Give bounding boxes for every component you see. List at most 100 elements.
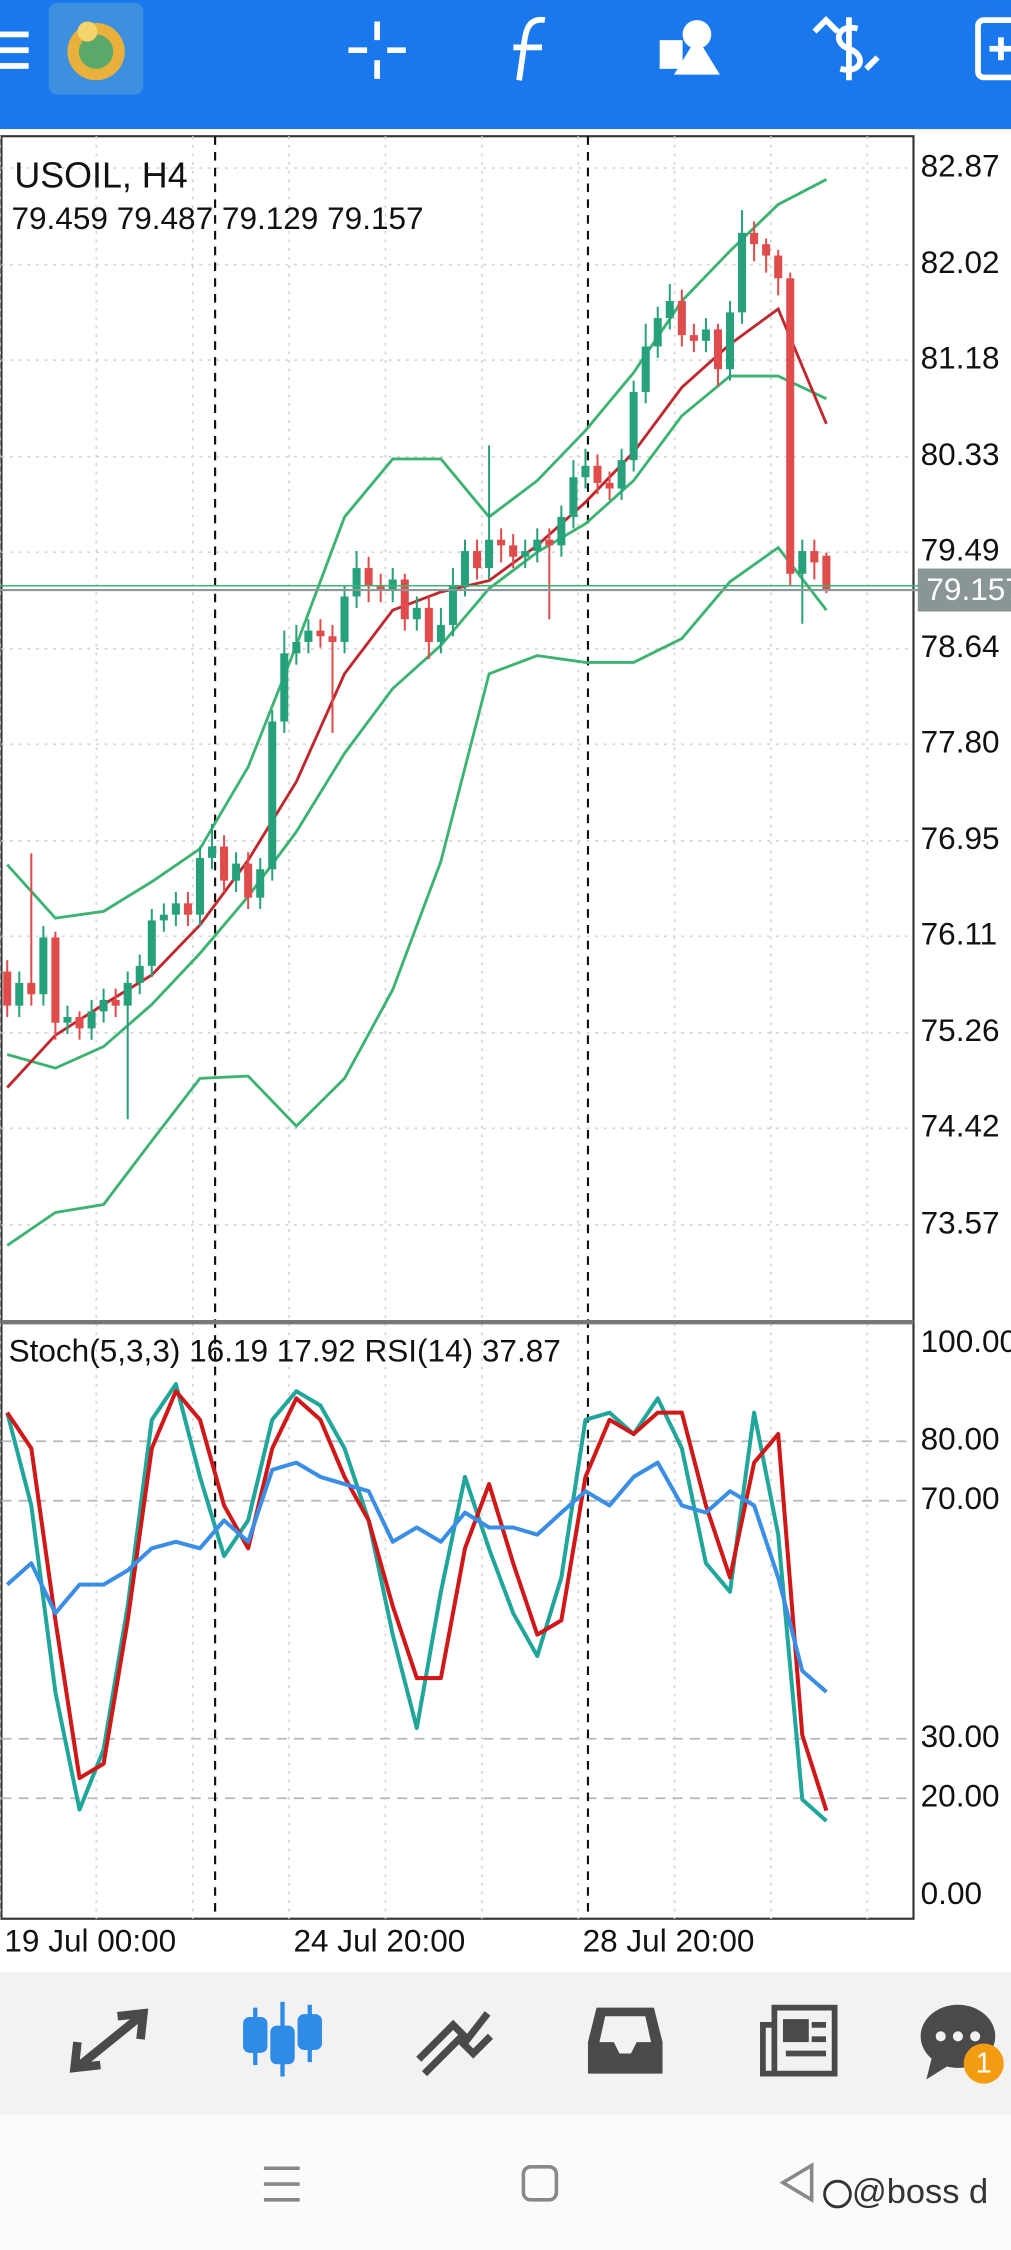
overlay-line: [6, 178, 828, 920]
y-tick-label: 100.00: [921, 1323, 1011, 1359]
grid-layer: [0, 136, 914, 1919]
candle-body: [473, 551, 482, 569]
candle-body: [569, 477, 578, 517]
ohlc-close: 79.157: [327, 200, 423, 236]
history-tab[interactable]: [587, 2007, 663, 2074]
indicator-line: [5, 1389, 829, 1812]
candle-body: [593, 465, 602, 483]
candle-body: [822, 555, 831, 591]
candle-body: [183, 903, 192, 915]
candle-body: [786, 278, 795, 574]
icon-body: [297, 2014, 322, 2050]
overlay-layer: 79.157: [0, 568, 1011, 612]
menu-bar: [0, 47, 29, 54]
watermark: @boss d: [823, 2173, 988, 2211]
candle-body: [268, 721, 277, 870]
top-toolbar: [0, 0, 1011, 130]
icon-dot: [935, 2031, 946, 2042]
current-price-box: [917, 568, 1011, 612]
y-tick-label: 75.26: [921, 1012, 1000, 1048]
candle-body: [726, 312, 735, 370]
news-tab[interactable]: [760, 2004, 838, 2077]
y-tick-label: 80.00: [921, 1421, 1000, 1457]
indicator-layer: [5, 178, 829, 1823]
stoch-name: Stoch(5,3,3): [9, 1333, 181, 1369]
quotes-tab[interactable]: [69, 2008, 149, 2073]
candle-body: [750, 232, 759, 245]
y-tick-label: 77.80: [921, 724, 1000, 760]
candle-body: [653, 318, 662, 347]
chat-tab[interactable]: 1: [920, 2004, 1004, 2084]
icon-dot: [952, 2031, 963, 2042]
rsi-value: 37.87: [482, 1333, 561, 1369]
app-logo[interactable]: [48, 2, 144, 95]
indicator-line: [5, 1382, 828, 1823]
candle-body: [171, 903, 180, 915]
current-price-label: 79.157: [926, 571, 1011, 607]
trade-button[interactable]: [812, 16, 880, 81]
icon-arrows: [812, 16, 880, 71]
menu-bar: [0, 31, 29, 38]
y-tick-label: 30.00: [921, 1718, 1000, 1754]
chat-badge-count: 1: [976, 2048, 992, 2080]
logo-person: [77, 21, 98, 42]
menu-button[interactable]: [0, 31, 29, 69]
ohlc-open: 79.459: [11, 200, 107, 236]
system-menu-button[interactable]: [263, 2166, 300, 2202]
candle-body: [256, 869, 265, 898]
icon-line: [421, 2033, 493, 2077]
y-tick-label: 74.42: [921, 1108, 1000, 1144]
icon-square: [659, 40, 683, 69]
candle-body: [605, 482, 614, 489]
rsi-name: RSI(14): [364, 1333, 473, 1369]
icon-dot: [970, 2031, 981, 2042]
candle-body: [424, 607, 433, 642]
icon-body: [243, 2016, 268, 2053]
candle-body: [316, 630, 325, 637]
icon-paper: [771, 2004, 838, 2077]
icon-line: [416, 2011, 491, 2062]
indicators-button[interactable]: [513, 16, 546, 81]
y-tick-label: 81.18: [921, 339, 1000, 375]
candle-body: [533, 539, 542, 552]
new-window-button[interactable]: [975, 17, 1011, 81]
crosshair-button[interactable]: [348, 21, 406, 79]
candle-body: [641, 346, 650, 392]
y-tick-label: 20.00: [921, 1778, 1000, 1814]
x-tick-label: 28 Jul 20:00: [583, 1922, 755, 1958]
icon-picture: [782, 2019, 809, 2043]
overlay-line: [6, 545, 828, 1247]
candle-body: [689, 335, 698, 341]
candle-body: [545, 539, 554, 546]
candle-body: [810, 551, 819, 563]
candle-body: [701, 329, 710, 341]
candle-body: [232, 863, 241, 881]
chart-tab[interactable]: [243, 2001, 322, 2077]
y-tick-label: 79.49: [921, 532, 1000, 568]
candle-body: [208, 846, 217, 858]
candle-body: [581, 465, 590, 478]
logo-center: [78, 34, 114, 69]
indicator-line: [5, 1460, 828, 1694]
ohlc-header: 79.459 79.487 79.129 79.157: [11, 200, 423, 236]
system-back-button[interactable]: [779, 2162, 814, 2203]
candle-body: [147, 920, 156, 966]
candle-body: [798, 551, 807, 574]
menu-bar: [0, 63, 29, 69]
candle-body: [75, 1017, 84, 1029]
objects-button[interactable]: [659, 20, 720, 75]
x-tick-label: 19 Jul 00:00: [4, 1922, 176, 1958]
candle-body: [738, 232, 747, 313]
candle-body: [352, 568, 361, 597]
chat-badge: [963, 2043, 1004, 2084]
candle-body: [111, 999, 120, 1006]
candle-body: [485, 539, 494, 569]
system-home-button[interactable]: [521, 2165, 559, 2202]
candle-body: [39, 937, 48, 995]
candle-body: [665, 301, 674, 319]
y-tick-label: 80.33: [921, 436, 1000, 472]
candle-body: [762, 244, 771, 256]
candle-body: [280, 653, 289, 722]
trade-tab[interactable]: [416, 2011, 493, 2077]
candle-body: [557, 516, 566, 546]
